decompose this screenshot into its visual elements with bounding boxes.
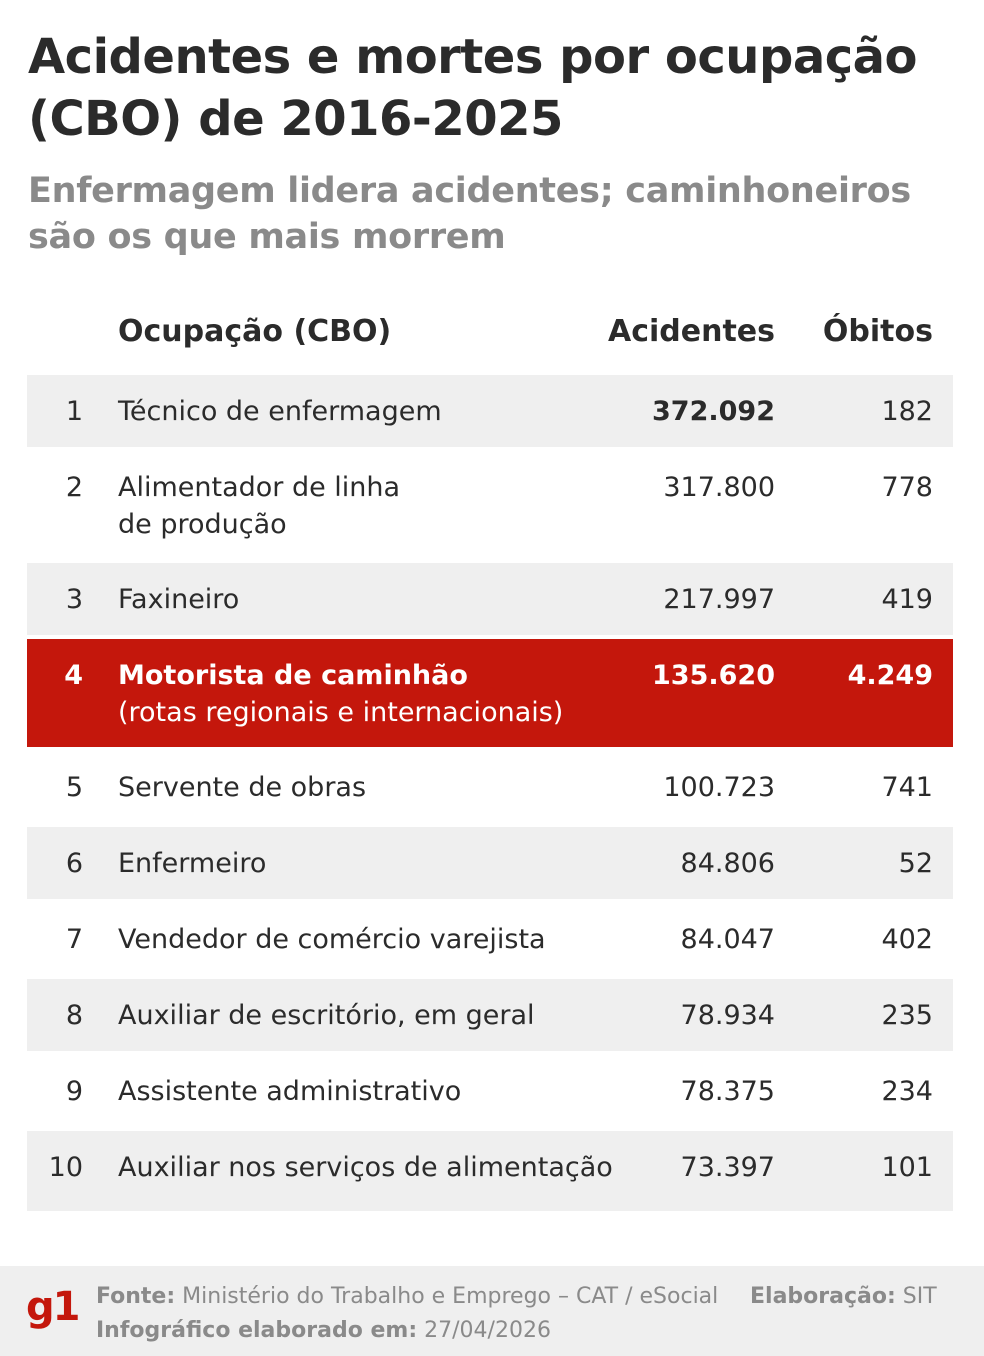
row-accidents: 372.092 xyxy=(652,396,775,427)
table-row-highlight: 4 Motorista de caminhão (rotas regionais… xyxy=(27,639,953,747)
table-row: 10 Auxiliar nos serviços de alimentação … xyxy=(27,1131,953,1211)
header-occupation: Ocupação (CBO) xyxy=(118,314,392,349)
row-occupation-line1: Motorista de caminhão xyxy=(118,660,468,691)
table-row: 6 Enfermeiro 84.806 52 xyxy=(27,827,953,899)
table-row: 1 Técnico de enfermagem 372.092 182 xyxy=(27,375,953,447)
row-occupation: Auxiliar de escritório, em geral xyxy=(118,1000,535,1031)
source-label: Fonte: xyxy=(96,1284,176,1309)
row-deaths: 52 xyxy=(898,848,933,879)
row-occupation-line1: Alimentador de linha xyxy=(118,472,401,503)
header-accidents: Acidentes xyxy=(607,314,775,349)
row-accidents: 78.934 xyxy=(680,1000,775,1031)
ranking-table: Ocupação (CBO) Acidentes Óbitos 1 Técnic… xyxy=(27,300,953,1211)
row-occupation: Assistente administrativo xyxy=(118,1076,462,1107)
row-rank: 2 xyxy=(65,472,83,503)
row-deaths: 235 xyxy=(881,1000,933,1031)
source-line: Fonte: Ministério do Trabalho e Emprego … xyxy=(96,1284,718,1309)
row-rank: 3 xyxy=(65,584,83,615)
row-accidents: 217.997 xyxy=(663,584,775,615)
row-rank: 9 xyxy=(65,1076,83,1107)
credit-line: Elaboração: SIT xyxy=(750,1284,937,1309)
row-rank: 5 xyxy=(65,772,83,803)
row-occupation-line2: de produção xyxy=(118,509,287,540)
row-occupation: Técnico de enfermagem xyxy=(118,396,442,427)
footer: g1 Fonte: Ministério do Trabalho e Empre… xyxy=(0,1266,984,1356)
row-rank: 4 xyxy=(64,660,83,691)
table-row: 9 Assistente administrativo 78.375 234 xyxy=(27,1055,953,1127)
row-deaths: 234 xyxy=(881,1076,933,1107)
credit-label: Elaboração: xyxy=(750,1284,896,1309)
row-occupation: Faxineiro xyxy=(118,584,240,615)
row-occupation: Servente de obras xyxy=(118,772,367,803)
row-deaths: 778 xyxy=(881,472,933,503)
row-rank: 8 xyxy=(65,1000,83,1031)
row-rank: 6 xyxy=(65,848,83,879)
row-deaths: 741 xyxy=(881,772,933,803)
row-occupation: Auxiliar nos serviços de alimentação xyxy=(118,1152,613,1183)
row-accidents: 317.800 xyxy=(663,472,775,503)
row-occupation-line2: (rotas regionais e internacionais) xyxy=(118,697,564,728)
table-row: 2 Alimentador de linha de produção 317.8… xyxy=(27,451,953,559)
credit-value: SIT xyxy=(902,1284,937,1309)
table-row: 8 Auxiliar de escritório, em geral 78.93… xyxy=(27,979,953,1051)
row-rank: 1 xyxy=(65,396,83,427)
row-rank: 10 xyxy=(48,1152,83,1183)
row-deaths: 101 xyxy=(881,1152,933,1183)
row-occupation: Motorista de caminhão (rotas regionais e… xyxy=(118,657,618,731)
header-deaths: Óbitos xyxy=(822,314,933,349)
row-occupation: Enfermeiro xyxy=(118,848,267,879)
row-occupation: Vendedor de comércio varejista xyxy=(118,924,546,955)
date-line: Infográfico elaborado em: 27/04/2026 xyxy=(96,1318,551,1343)
table-row: 7 Vendedor de comércio varejista 84.047 … xyxy=(27,903,953,975)
table-header: Ocupação (CBO) Acidentes Óbitos xyxy=(27,300,953,375)
row-deaths: 4.249 xyxy=(847,660,933,691)
page-title: Acidentes e mortes por ocupação (CBO) de… xyxy=(28,29,918,147)
table-row: 5 Servente de obras 100.723 741 xyxy=(27,751,953,823)
row-rank: 7 xyxy=(65,924,83,955)
row-accidents: 73.397 xyxy=(680,1152,775,1183)
row-accidents: 84.047 xyxy=(680,924,775,955)
source-value: Ministério do Trabalho e Emprego – CAT /… xyxy=(182,1284,719,1309)
page-subtitle: Enfermagem lidera acidentes; caminhoneir… xyxy=(28,171,911,257)
row-accidents: 100.723 xyxy=(663,772,775,803)
row-deaths: 182 xyxy=(881,396,933,427)
row-deaths: 419 xyxy=(881,584,933,615)
date-label: Infográfico elaborado em: xyxy=(96,1318,418,1343)
date-value: 27/04/2026 xyxy=(424,1318,551,1343)
row-occupation: Alimentador de linha de produção xyxy=(118,469,618,543)
row-accidents: 84.806 xyxy=(680,848,775,879)
table-row: 3 Faxineiro 217.997 419 xyxy=(27,563,953,635)
row-accidents: 78.375 xyxy=(680,1076,775,1107)
row-deaths: 402 xyxy=(881,924,933,955)
g1-logo: g1 xyxy=(26,1284,80,1330)
row-accidents: 135.620 xyxy=(652,660,775,691)
